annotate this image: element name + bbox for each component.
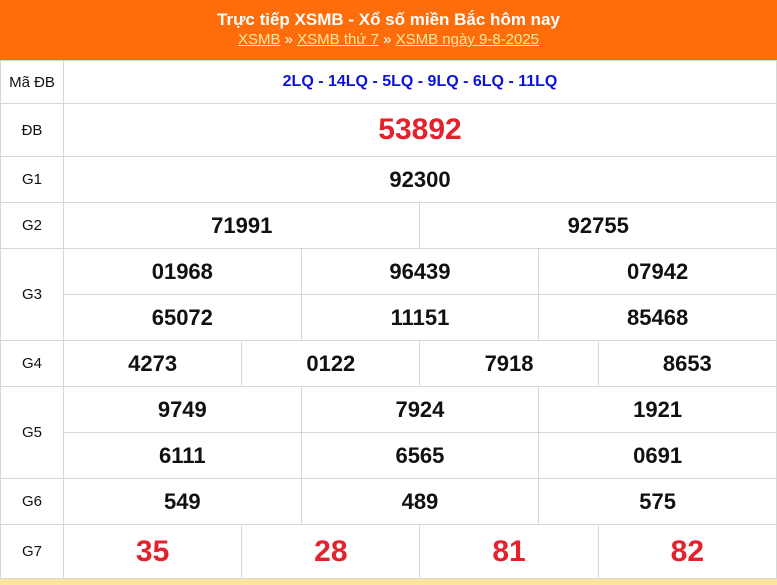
prize-number: 28: [241, 524, 421, 579]
row-label: G2: [0, 202, 64, 249]
prize-number: 92755: [419, 202, 777, 249]
results-header: Trực tiếp XSMB - Xổ số miền Bắc hôm nay …: [0, 0, 777, 60]
prize-number: 4273: [62, 340, 243, 387]
row-label: G5: [0, 386, 64, 479]
prize-number: 1921: [538, 386, 777, 433]
row-g1: G1 92300: [0, 156, 777, 203]
prize-number: 11151: [300, 294, 540, 341]
prize-number: 7918: [419, 340, 599, 387]
prize-number: 0691: [538, 432, 777, 479]
breadcrumb-separator: »: [383, 31, 392, 48]
row-db: ĐB 53892: [0, 103, 777, 157]
prize-number: 85468: [538, 294, 777, 341]
row-g7: G7 35 28 81 82: [0, 524, 777, 579]
prize-number: 92300: [63, 156, 777, 203]
row-g4: G4 4273 0122 7918 8653: [0, 340, 777, 387]
prize-number: 0122: [241, 340, 421, 387]
breadcrumb-xsmb-date[interactable]: XSMB ngày 9-8-2025: [395, 31, 540, 48]
prize-number: 7924: [300, 386, 540, 433]
breadcrumb-xsmb[interactable]: XSMB: [237, 31, 281, 48]
row-ma-db: Mã ĐB 2LQ - 14LQ - 5LQ - 9LQ - 6LQ - 11L…: [0, 60, 777, 104]
row-label: G7: [0, 524, 64, 579]
row-g3: 65072 11151 85468: [1, 294, 777, 341]
footer-strip: [0, 579, 777, 585]
breadcrumb-xsmb-thu-7[interactable]: XSMB thứ 7: [297, 31, 379, 48]
special-prize: 53892: [63, 103, 777, 157]
prize-number: 9749: [63, 386, 302, 433]
prize-number: 07942: [538, 248, 777, 295]
prize-number: 82: [597, 524, 777, 579]
prize-number: 35: [62, 524, 243, 579]
prize-number: 96439: [300, 248, 540, 295]
prize-number: 575: [538, 478, 777, 525]
special-code: 2LQ - 14LQ - 5LQ - 9LQ - 6LQ - 11LQ: [63, 60, 777, 104]
breadcrumb: XSMB » XSMB thứ 7 » XSMB ngày 9-8-2025: [0, 30, 777, 50]
row-g5: G5 9749 7924 1921: [0, 386, 777, 479]
row-label: G3: [0, 248, 64, 341]
prize-number: 489: [300, 478, 540, 525]
row-g3: G3 01968 96439 07942: [0, 248, 777, 341]
page-title: Trực tiếp XSMB - Xổ số miền Bắc hôm nay: [217, 10, 560, 29]
row-g2: G2 71991 92755: [0, 202, 777, 249]
prize-number: 8653: [597, 340, 777, 387]
row-label: ĐB: [0, 103, 64, 157]
prize-number: 71991: [62, 202, 421, 249]
prize-number: 6565: [300, 432, 540, 479]
prize-number: 81: [419, 524, 599, 579]
row-label: G6: [0, 478, 64, 525]
prize-number: 01968: [63, 248, 302, 295]
row-label: G1: [0, 156, 64, 203]
breadcrumb-separator: »: [284, 31, 293, 48]
prize-number: 6111: [63, 432, 302, 479]
row-label: Mã ĐB: [0, 60, 64, 104]
prize-number: 65072: [63, 294, 302, 341]
row-label: G4: [0, 340, 64, 387]
row-g6: G6 549 489 575: [0, 478, 777, 525]
prize-number: 549: [63, 478, 302, 525]
row-g5: 6111 6565 0691: [1, 432, 777, 479]
results-table: Mã ĐB 2LQ - 14LQ - 5LQ - 9LQ - 6LQ - 11L…: [0, 60, 777, 579]
